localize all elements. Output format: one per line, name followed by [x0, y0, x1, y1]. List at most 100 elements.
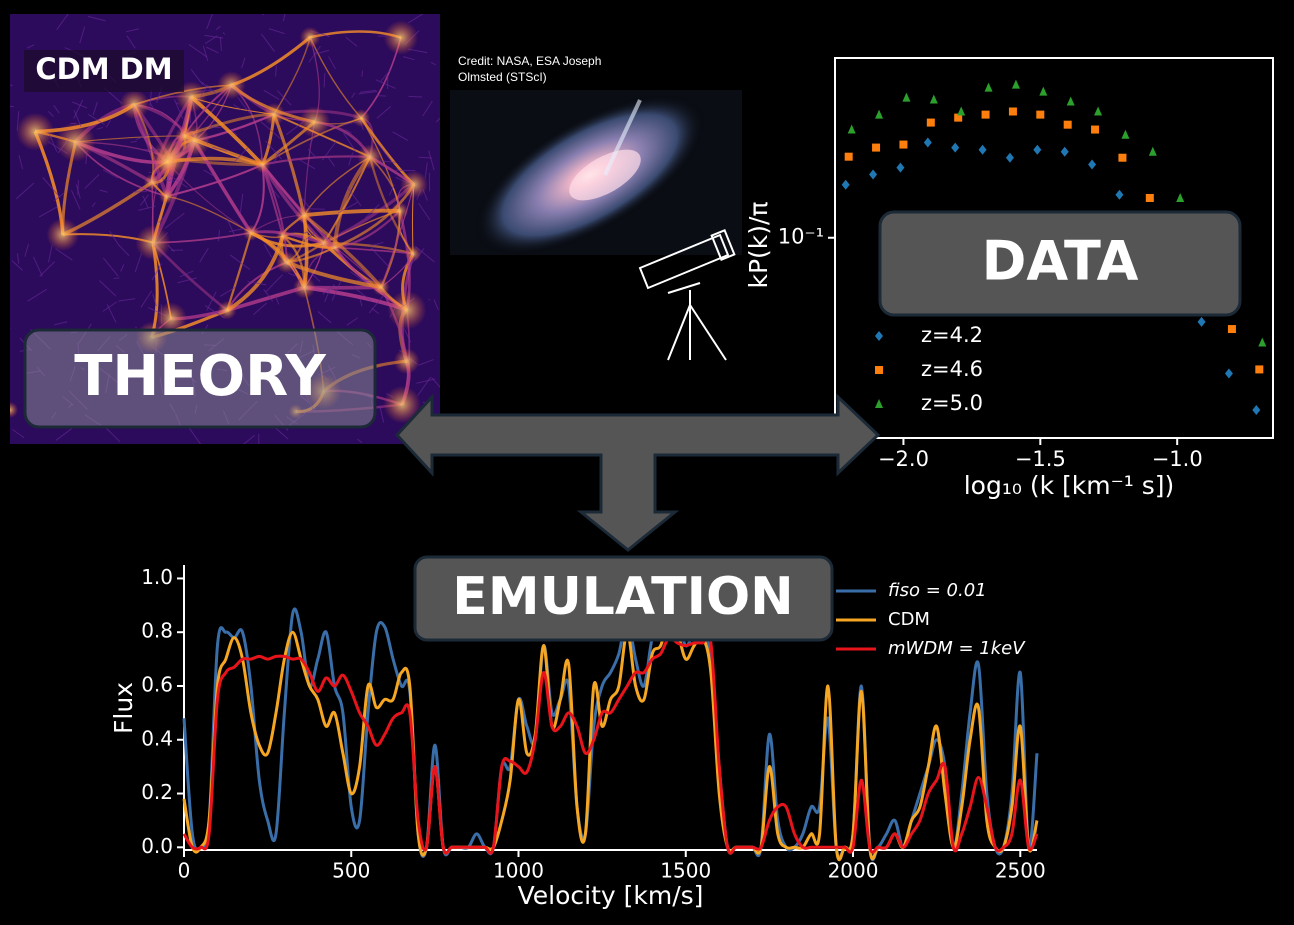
x-axis-label: log₁₀ (k [km⁻¹ s]): [964, 471, 1175, 500]
filament: [149, 90, 152, 107]
filament: [215, 25, 221, 30]
filament: [268, 28, 285, 35]
filament: [102, 301, 117, 312]
marker: [1197, 316, 1206, 327]
filament: [433, 299, 439, 311]
filament: [418, 202, 431, 221]
plot-frame: [834, 57, 1274, 439]
credit-line: Credit: NASA, ESA Joseph: [458, 54, 601, 68]
filament: [328, 56, 336, 70]
marker: [1145, 193, 1154, 202]
halo: [119, 89, 150, 120]
filament: [220, 286, 236, 297]
filament: [282, 14, 286, 22]
filament: [351, 285, 372, 302]
telescope-tube: [638, 233, 730, 290]
filament: [113, 277, 120, 279]
filament: [375, 79, 396, 89]
filament: [241, 57, 246, 69]
galaxy-image: [450, 90, 742, 256]
filament: [274, 295, 280, 305]
filament: [12, 428, 25, 439]
marker: [923, 137, 932, 148]
filament: [99, 280, 117, 297]
legend-label: z=4.2: [921, 323, 983, 347]
filament: [417, 359, 434, 366]
emulation-label: EMULATION: [452, 567, 793, 627]
halo: [383, 20, 419, 55]
filament: [358, 90, 378, 95]
filament: [203, 169, 215, 177]
marker: [896, 162, 905, 173]
marker: [984, 82, 993, 92]
halo: [293, 276, 316, 299]
filament: [326, 155, 335, 167]
filament: [239, 193, 244, 214]
halo: [159, 188, 175, 204]
marker: [841, 179, 850, 190]
flux-chart: 0 500 1000 1500 2000 2500 0.0 0.2 0.4 0.6 0.8 1.0 Ve…: [109, 565, 1046, 910]
filament: [226, 217, 236, 237]
filament: [118, 298, 136, 302]
filament: [204, 35, 218, 44]
filament: [105, 119, 112, 128]
filament: [26, 44, 35, 49]
flux-line: [182, 632, 1039, 855]
filaments: [10, 14, 440, 444]
filament: [351, 92, 356, 98]
filament: [206, 46, 219, 54]
filament: [408, 95, 423, 98]
filament: [388, 184, 395, 196]
filament: [87, 15, 106, 22]
marker: [1115, 189, 1124, 200]
x-tick-label: 1500: [660, 859, 711, 883]
legend-label: z=4.6: [921, 357, 983, 381]
filament: [357, 438, 363, 444]
filament: [299, 159, 316, 170]
filament: [173, 99, 184, 119]
halo: [143, 174, 161, 191]
marker: [954, 113, 963, 122]
filament: [33, 256, 43, 277]
x-tick-label: 500: [332, 859, 370, 883]
y-tick-label: 1.0: [141, 565, 173, 589]
marker: [872, 143, 881, 152]
filament: [42, 177, 61, 198]
filament: [313, 49, 330, 56]
halo: [217, 71, 246, 100]
theory-box: [23, 328, 377, 429]
y-axis-label: kP(k)/π: [744, 201, 773, 288]
filament: [70, 190, 81, 210]
filament: [152, 293, 157, 307]
flow-arrows: [394, 393, 881, 552]
filament: [92, 101, 98, 116]
filament: [39, 261, 55, 277]
filament: [416, 378, 436, 384]
filament: [234, 147, 249, 162]
filament: [260, 33, 275, 52]
theory-label: THEORY: [74, 344, 327, 409]
filament: [345, 36, 358, 47]
marker: [902, 92, 911, 102]
marker: [875, 399, 883, 408]
telescope-icon: [638, 229, 736, 361]
filament: [301, 197, 311, 209]
filament: [331, 280, 342, 301]
marker: [1224, 368, 1233, 379]
halo: [387, 290, 427, 330]
legend-label: fiso = 0.01: [888, 580, 987, 601]
telescope-lens: [710, 229, 736, 261]
x-tick-label: −2.0: [878, 447, 929, 471]
filament: [346, 317, 359, 326]
filament: [39, 206, 58, 218]
filament: [345, 129, 352, 134]
marker: [875, 331, 883, 341]
filament: [263, 289, 274, 302]
halo: [383, 385, 421, 424]
filament: [317, 310, 332, 324]
filament: [96, 126, 104, 130]
halo: [10, 401, 19, 419]
filament: [11, 260, 23, 271]
